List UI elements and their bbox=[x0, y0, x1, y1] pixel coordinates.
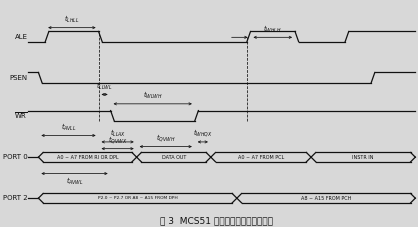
Text: P2.0 ~ P2.7 OR A8 ~ A15 FROM DPH: P2.0 ~ P2.7 OR A8 ~ A15 FROM DPH bbox=[98, 196, 178, 200]
Text: A0 ~ A7 FROM RI OR DPL: A0 ~ A7 FROM RI OR DPL bbox=[57, 155, 118, 160]
Text: $t_{AVWL}$: $t_{AVWL}$ bbox=[66, 176, 84, 188]
Text: A8 ~ A15 FROM PCH: A8 ~ A15 FROM PCH bbox=[301, 196, 351, 201]
Text: PSEN: PSEN bbox=[10, 75, 28, 81]
Text: $\overline{\mathrm{WR}}$: $\overline{\mathrm{WR}}$ bbox=[14, 111, 28, 121]
Text: 图 3  MCS51 单片机外部写总线时序图: 图 3 MCS51 单片机外部写总线时序图 bbox=[161, 216, 273, 225]
Text: $t_{QVWX}$: $t_{QVWX}$ bbox=[108, 135, 127, 146]
Text: $t_{QVWH}$: $t_{QVWH}$ bbox=[156, 133, 176, 144]
Text: $t_{AVLL}$: $t_{AVLL}$ bbox=[61, 122, 76, 133]
Text: $t_{WHQX}$: $t_{WHQX}$ bbox=[193, 128, 213, 139]
Text: $t_{WHLH}$: $t_{WHLH}$ bbox=[263, 23, 282, 35]
Text: $t_{LHLL}$: $t_{LHLL}$ bbox=[64, 14, 80, 25]
Text: DATA OUT: DATA OUT bbox=[161, 155, 186, 160]
Text: $t_{WLWH}$: $t_{WLWH}$ bbox=[143, 90, 163, 101]
Text: A0 ~ A7 FROM PCL: A0 ~ A7 FROM PCL bbox=[238, 155, 284, 160]
Text: INSTR IN: INSTR IN bbox=[352, 155, 374, 160]
Text: $t_{LLAX}$: $t_{LLAX}$ bbox=[110, 128, 126, 139]
Text: ALE: ALE bbox=[15, 34, 28, 40]
Text: PORT 2: PORT 2 bbox=[3, 195, 28, 201]
Text: PORT 0: PORT 0 bbox=[3, 154, 28, 160]
Text: $t_{LLWL}$: $t_{LLWL}$ bbox=[96, 81, 113, 92]
